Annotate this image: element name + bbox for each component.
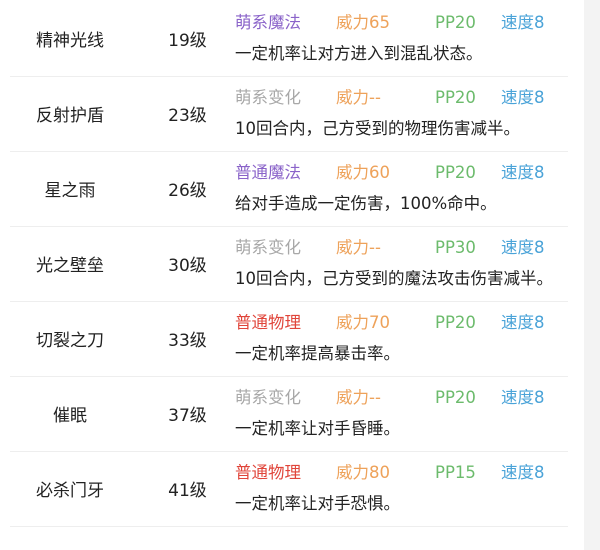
skill-power: 威力80 [336,463,390,482]
skill-details: 萌系变化 威力-- PP30 速度8 10回合内，己方受到的魔法攻击伤害减半。 [235,232,570,294]
skill-speed: 速度8 [501,88,545,107]
skill-description: 10回合内，己方受到的魔法攻击伤害减半。 [235,269,553,288]
skill-speed: 速度8 [501,388,545,407]
skill-description: 一定机率让对方进入到混乱状态。 [235,44,483,63]
skill-pp: PP15 [435,463,476,482]
skill-row: 必杀门牙 41级 普通物理 威力80 PP15 速度8 一定机率让对手恐惧。 [0,452,584,527]
skill-level: 33级 [168,330,207,351]
skill-meta: 普通物理 威力70 PP20 速度8 [235,307,570,338]
skill-details: 萌系变化 威力-- PP20 速度8 一定机率让对手昏睡。 [235,382,570,444]
skill-level: 37级 [168,405,207,426]
skill-pp: PP20 [435,88,476,107]
skill-power: 威力60 [336,163,390,182]
skill-pp: PP20 [435,388,476,407]
skill-speed: 速度8 [501,163,545,182]
skill-pp: PP30 [435,238,476,257]
skill-name: 必杀门牙 [36,480,104,501]
skill-level: 19级 [168,30,207,51]
skill-description: 一定机率让对手恐惧。 [235,494,400,513]
skill-details: 普通魔法 威力60 PP20 速度8 给对手造成一定伤害，100%命中。 [235,157,570,219]
skill-type: 普通物理 [235,313,301,332]
skill-details: 普通物理 威力80 PP15 速度8 一定机率让对手恐惧。 [235,457,570,519]
skill-details: 普通物理 威力70 PP20 速度8 一定机率提高暴击率。 [235,307,570,369]
skill-description: 给对手造成一定伤害，100%命中。 [235,194,497,213]
skill-pp: PP20 [435,163,476,182]
skill-type: 普通物理 [235,463,301,482]
skill-name: 光之壁垒 [36,255,104,276]
skill-name: 星之雨 [44,180,96,201]
skill-pp: PP20 [435,13,476,32]
skill-type: 萌系魔法 [235,13,301,32]
skill-row: 星之雨 26级 普通魔法 威力60 PP20 速度8 给对手造成一定伤害，100… [0,152,584,227]
skill-row: 反射护盾 23级 萌系变化 威力-- PP20 速度8 10回合内，己方受到的物… [0,77,584,152]
skill-meta: 萌系变化 威力-- PP20 速度8 [235,82,570,113]
skill-level: 30级 [168,255,207,276]
skill-speed: 速度8 [501,238,545,257]
skill-name: 催眠 [53,405,87,426]
skill-speed: 速度8 [501,463,545,482]
skill-meta: 萌系变化 威力-- PP30 速度8 [235,232,570,263]
skill-meta: 萌系魔法 威力65 PP20 速度8 [235,7,570,38]
skill-power: 威力-- [336,388,381,407]
skill-level: 26级 [168,180,207,201]
skill-level: 41级 [168,480,207,501]
skill-power: 威力65 [336,13,390,32]
skill-power: 威力-- [336,238,381,257]
skill-row: 切裂之刀 33级 普通物理 威力70 PP20 速度8 一定机率提高暴击率。 [0,302,584,377]
skill-row: 催眠 37级 萌系变化 威力-- PP20 速度8 一定机率让对手昏睡。 [0,377,584,452]
skill-pp: PP20 [435,313,476,332]
skill-type: 萌系变化 [235,388,301,407]
skill-description: 10回合内，己方受到的物理伤害减半。 [235,119,520,138]
skill-power: 威力-- [336,88,381,107]
skill-name: 反射护盾 [36,105,104,126]
skill-row: 光之壁垒 30级 萌系变化 威力-- PP30 速度8 10回合内，己方受到的魔… [0,227,584,302]
skill-description: 一定机率让对手昏睡。 [235,419,400,438]
skill-name: 切裂之刀 [36,330,104,351]
skill-meta: 萌系变化 威力-- PP20 速度8 [235,382,570,413]
skill-description: 一定机率提高暴击率。 [235,344,400,363]
skill-meta: 普通物理 威力80 PP15 速度8 [235,457,570,488]
skill-meta: 普通魔法 威力60 PP20 速度8 [235,157,570,188]
skill-speed: 速度8 [501,313,545,332]
skill-name: 精神光线 [36,30,104,51]
skill-power: 威力70 [336,313,390,332]
skill-type: 普通魔法 [235,163,301,182]
scrollbar-track[interactable] [584,0,600,550]
skill-type: 萌系变化 [235,88,301,107]
skill-level: 23级 [168,105,207,126]
skill-speed: 速度8 [501,13,545,32]
skill-details: 萌系魔法 威力65 PP20 速度8 一定机率让对方进入到混乱状态。 [235,7,570,69]
skill-table: 精神光线 19级 萌系魔法 威力65 PP20 速度8 一定机率让对方进入到混乱… [0,2,584,527]
skill-row: 精神光线 19级 萌系魔法 威力65 PP20 速度8 一定机率让对方进入到混乱… [0,2,584,77]
skill-type: 萌系变化 [235,238,301,257]
skill-details: 萌系变化 威力-- PP20 速度8 10回合内，己方受到的物理伤害减半。 [235,82,570,144]
